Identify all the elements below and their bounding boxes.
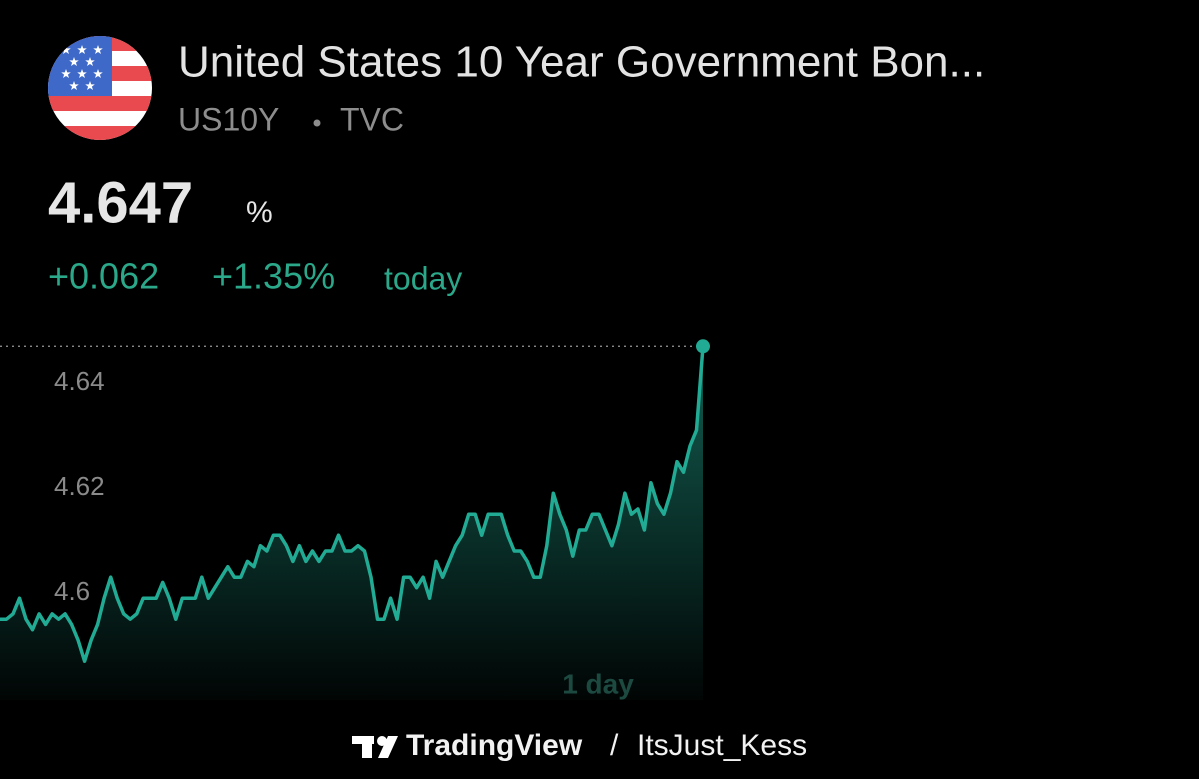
period: today bbox=[384, 260, 462, 296]
price: 4.647 bbox=[48, 170, 193, 235]
y-tick-label: 4.64 bbox=[54, 366, 105, 396]
flag-icon bbox=[48, 36, 152, 140]
last-price-dot bbox=[696, 339, 710, 354]
instrument-title: United States 10 Year Government Bon... bbox=[178, 38, 985, 87]
chart: 4.6 4.62 4.64 bbox=[0, 339, 710, 700]
symbol: US10Y bbox=[178, 101, 279, 137]
author: ItsJust_Kess bbox=[637, 729, 807, 762]
separator: / bbox=[610, 729, 619, 762]
change: +0.062 bbox=[48, 256, 159, 297]
brand: TradingView bbox=[406, 729, 583, 762]
tradingview-logo bbox=[352, 736, 398, 758]
price-line bbox=[0, 346, 705, 663]
separator-dot bbox=[313, 119, 321, 127]
price-unit: % bbox=[246, 196, 273, 229]
y-tick-label: 4.6 bbox=[54, 576, 90, 606]
area-fill bbox=[0, 346, 703, 700]
change-percent: +1.35% bbox=[212, 256, 335, 297]
exchange: TVC bbox=[340, 101, 404, 137]
y-tick-label: 4.62 bbox=[54, 471, 105, 501]
range-label: 1 day bbox=[562, 668, 634, 699]
